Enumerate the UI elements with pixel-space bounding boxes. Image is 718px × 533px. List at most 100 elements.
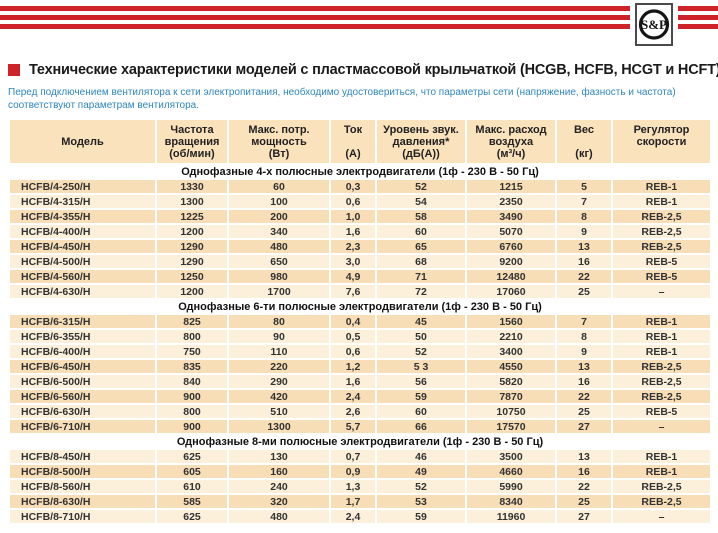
spec-table: Модель Частота вращения (об/мин) Макс. потр…: [8, 118, 712, 525]
value-cell: 4660: [467, 465, 555, 478]
section-header-row: Однофазные 6-ти полюсные электродвигател…: [10, 300, 710, 313]
model-cell: HCFB/8-450/H: [10, 450, 155, 463]
column-header-2: Макс. потр. мощность (Вт): [229, 120, 329, 163]
section-header-label: Однофазные 4-х полюсные электродвигатели…: [10, 165, 710, 178]
value-cell: 4550: [467, 360, 555, 373]
value-cell: 11960: [467, 510, 555, 523]
model-cell: HCFB/6-355/H: [10, 330, 155, 343]
value-cell: 5820: [467, 375, 555, 388]
value-cell: 9200: [467, 255, 555, 268]
value-cell: 6760: [467, 240, 555, 253]
value-cell: 50: [377, 330, 465, 343]
model-cell: HCFB/8-710/H: [10, 510, 155, 523]
value-cell: REB-2,5: [613, 360, 710, 373]
value-cell: REB-1: [613, 345, 710, 358]
value-cell: 7870: [467, 390, 555, 403]
value-cell: 0,4: [331, 315, 375, 328]
table-row: HCFB/4-400/H 1200 340 1,6 60 5070 9 REB-2,5: [10, 225, 710, 238]
value-cell: 480: [229, 510, 329, 523]
table-row: HCFB/4-450/H 1290 480 2,3 65 6760 13 REB-2,5: [10, 240, 710, 253]
value-cell: 2,4: [331, 510, 375, 523]
value-cell: 800: [157, 405, 227, 418]
value-cell: 0,6: [331, 345, 375, 358]
value-cell: 1700: [229, 285, 329, 298]
value-cell: REB-1: [613, 180, 710, 193]
value-cell: 5070: [467, 225, 555, 238]
value-cell: 650: [229, 255, 329, 268]
value-cell: 750: [157, 345, 227, 358]
section-header-label: Однофазные 6-ти полюсные электродвигател…: [10, 300, 710, 313]
value-cell: 2350: [467, 195, 555, 208]
value-cell: 900: [157, 390, 227, 403]
value-cell: 7: [557, 195, 611, 208]
column-unit: (кг): [575, 148, 593, 160]
table-row: HCFB/6-630/H 800 510 2,6 60 10750 25 REB-5: [10, 405, 710, 418]
value-cell: 1300: [229, 420, 329, 433]
value-cell: 16: [557, 375, 611, 388]
value-cell: 605: [157, 465, 227, 478]
value-cell: 54: [377, 195, 465, 208]
table-row: HCFB/6-400/H 750 110 0,6 52 3400 9 REB-1: [10, 345, 710, 358]
value-cell: 1200: [157, 225, 227, 238]
column-label: Модель: [61, 136, 104, 148]
table-row: HCFB/8-500/H 605 160 0,9 49 4660 16 REB-1: [10, 465, 710, 478]
value-cell: 0,9: [331, 465, 375, 478]
model-cell: HCFB/6-315/H: [10, 315, 155, 328]
value-cell: 4,9: [331, 270, 375, 283]
value-cell: 1215: [467, 180, 555, 193]
sp-logo: S&P: [635, 3, 673, 46]
value-cell: –: [613, 285, 710, 298]
spec-table-body: Однофазные 4-х полюсные электродвигатели…: [10, 165, 710, 523]
table-row: HCFB/4-315/H 1300 100 0,6 54 2350 7 REB-1: [10, 195, 710, 208]
value-cell: 200: [229, 210, 329, 223]
value-cell: 17060: [467, 285, 555, 298]
value-cell: REB-1: [613, 195, 710, 208]
column-unit: (об/мин): [169, 148, 215, 160]
section-header-label: Однофазные 8-ми полюсные электродвигател…: [10, 435, 710, 448]
value-cell: 1250: [157, 270, 227, 283]
value-cell: 5: [557, 180, 611, 193]
value-cell: 110: [229, 345, 329, 358]
value-cell: 3,0: [331, 255, 375, 268]
value-cell: 25: [557, 285, 611, 298]
model-cell: HCFB/4-400/H: [10, 225, 155, 238]
value-cell: REB-2,5: [613, 225, 710, 238]
model-cell: HCFB/4-315/H: [10, 195, 155, 208]
value-cell: 46: [377, 450, 465, 463]
value-cell: 1,6: [331, 225, 375, 238]
value-cell: 53: [377, 495, 465, 508]
value-cell: 8: [557, 210, 611, 223]
value-cell: 3490: [467, 210, 555, 223]
value-cell: 1560: [467, 315, 555, 328]
brand-stripes: [0, 6, 718, 33]
model-cell: HCFB/4-450/H: [10, 240, 155, 253]
section-title-row: Технические характеристики моделей с пла…: [8, 62, 718, 78]
model-cell: HCFB/6-560/H: [10, 390, 155, 403]
value-cell: REB-5: [613, 405, 710, 418]
column-header-4: Уровень звук. давления* (дБ(А)): [377, 120, 465, 163]
value-cell: 16: [557, 255, 611, 268]
value-cell: 52: [377, 345, 465, 358]
title-bullet-icon: [8, 64, 20, 76]
column-header-5: Макс. расход воздуха (м³/ч): [467, 120, 555, 163]
value-cell: 10750: [467, 405, 555, 418]
model-cell: HCFB/4-355/H: [10, 210, 155, 223]
value-cell: 0,5: [331, 330, 375, 343]
value-cell: 100: [229, 195, 329, 208]
value-cell: 130: [229, 450, 329, 463]
column-label: Частота вращения: [164, 124, 220, 148]
table-row: HCFB/4-250/H 1330 60 0,3 52 1215 5 REB-1: [10, 180, 710, 193]
value-cell: 1,0: [331, 210, 375, 223]
spec-table-head: Модель Частота вращения (об/мин) Макс. потр…: [10, 120, 710, 163]
value-cell: 1290: [157, 240, 227, 253]
value-cell: –: [613, 420, 710, 433]
table-row: HCFB/8-710/H 625 480 2,4 59 11960 27–: [10, 510, 710, 523]
table-row: HCFB/6-500/H 840 290 1,6 56 5820 16 REB-2,5: [10, 375, 710, 388]
table-row: HCFB/6-355/H 800 90 0,5 50 2210 8 REB-1: [10, 330, 710, 343]
value-cell: 52: [377, 180, 465, 193]
value-cell: REB-2,5: [613, 375, 710, 388]
model-cell: HCFB/6-710/H: [10, 420, 155, 433]
brand-stripe: [0, 15, 718, 20]
column-label: Макс. расход воздуха: [475, 124, 547, 148]
value-cell: REB-5: [613, 270, 710, 283]
